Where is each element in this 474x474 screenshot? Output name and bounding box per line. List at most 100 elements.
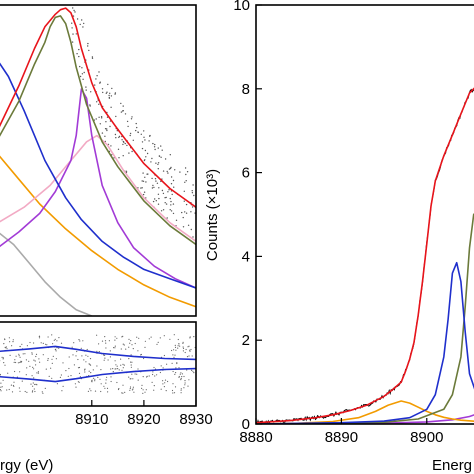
raw-data-point (147, 173, 149, 175)
residual-point (89, 358, 92, 360)
raw-data-point (72, 7, 74, 9)
residual-point (13, 381, 15, 383)
residual-point (47, 336, 49, 338)
residual-point (61, 390, 63, 392)
raw-data-point (79, 23, 81, 26)
raw-data-point (129, 132, 132, 135)
residual-point (166, 363, 168, 365)
residual-point (121, 392, 123, 394)
residual-point (24, 390, 26, 393)
x-tick-label: 8880 (239, 429, 272, 446)
right-panel: 8880 8890 8900 0 2 4 6 8 10 Energ Counts (×10³) (204, 0, 474, 474)
residual-point (130, 378, 132, 380)
residual-point (0, 390, 2, 392)
residual-point (114, 347, 116, 349)
residual-point (36, 372, 38, 374)
residual-point (164, 382, 166, 384)
residual-point (160, 388, 162, 390)
raw-data-point (183, 200, 185, 202)
residual-point (18, 353, 20, 355)
residual-point (34, 360, 36, 362)
raw-data-point (185, 180, 187, 182)
residual-point (181, 373, 183, 375)
raw-data-point (104, 128, 107, 130)
residual-point (106, 387, 109, 389)
residual-point (100, 369, 102, 371)
residual-point (19, 356, 21, 358)
residual-point (48, 375, 50, 377)
raw-data-point (118, 136, 120, 139)
residual-point (54, 338, 56, 340)
residual-point (184, 380, 186, 382)
residual-point (13, 361, 15, 363)
residual-point (100, 390, 102, 393)
raw-data-point (101, 117, 103, 119)
raw-data-point (151, 177, 153, 180)
residual-point (185, 348, 187, 351)
residual-point (30, 383, 32, 385)
raw-data-point (169, 197, 171, 200)
raw-data-point (152, 184, 154, 187)
residual-point (31, 353, 33, 355)
raw-data-point (110, 106, 112, 109)
residual-point (62, 362, 64, 364)
raw-data-point (122, 105, 124, 107)
residual-point (65, 370, 67, 372)
residual-point (154, 375, 156, 377)
raw-data-point (149, 135, 151, 137)
residual-point (145, 389, 147, 391)
residual-point (189, 336, 191, 338)
raw-data-point (150, 161, 152, 163)
residual-point (138, 337, 140, 339)
residual-point (132, 378, 134, 380)
residual-point (11, 391, 14, 393)
raw-data-point (190, 211, 192, 213)
residual-point (2, 358, 4, 360)
residual-point (190, 348, 192, 351)
residual-point (105, 379, 107, 381)
residual-point (182, 341, 184, 343)
residual-point (96, 365, 98, 367)
residual-point (35, 355, 37, 358)
residual-point (13, 385, 15, 387)
raw-data-point (157, 163, 159, 166)
residual-point (175, 367, 177, 369)
raw-data-point (193, 194, 195, 197)
residual-point (105, 347, 107, 349)
raw-data-point (98, 116, 100, 119)
residual-point (103, 359, 105, 361)
residual-point (128, 376, 130, 378)
residual-point (98, 351, 100, 353)
residual-point (1, 356, 3, 358)
residual-point (109, 356, 111, 358)
raw-data-point (161, 189, 164, 192)
raw-data-point (107, 83, 109, 86)
raw-data-point (173, 186, 175, 188)
raw-data-point (170, 176, 173, 178)
raw-data-point (165, 203, 168, 205)
residual-point (163, 386, 165, 388)
raw-data-point (137, 131, 139, 134)
raw-data-point (141, 180, 143, 182)
raw-data-point (192, 236, 194, 238)
residual-point (132, 348, 134, 350)
residual-point (112, 368, 114, 370)
right-plot-frame (255, 4, 474, 425)
residual-point (144, 340, 146, 342)
residual-point (114, 336, 116, 338)
residual-point (172, 383, 174, 385)
raw-data-point (124, 113, 127, 115)
residual-point (54, 349, 57, 351)
residual-point (89, 388, 91, 390)
raw-data-point (141, 141, 144, 143)
residual-point (179, 373, 181, 375)
residual-point (34, 390, 36, 393)
residual-point (124, 391, 126, 393)
residual-point (180, 389, 182, 391)
residual-point (4, 364, 6, 366)
residual-point (19, 371, 21, 373)
raw-data-point (143, 130, 145, 132)
residual-point (31, 391, 33, 393)
residual-point (26, 367, 28, 369)
residual-point (184, 382, 186, 384)
